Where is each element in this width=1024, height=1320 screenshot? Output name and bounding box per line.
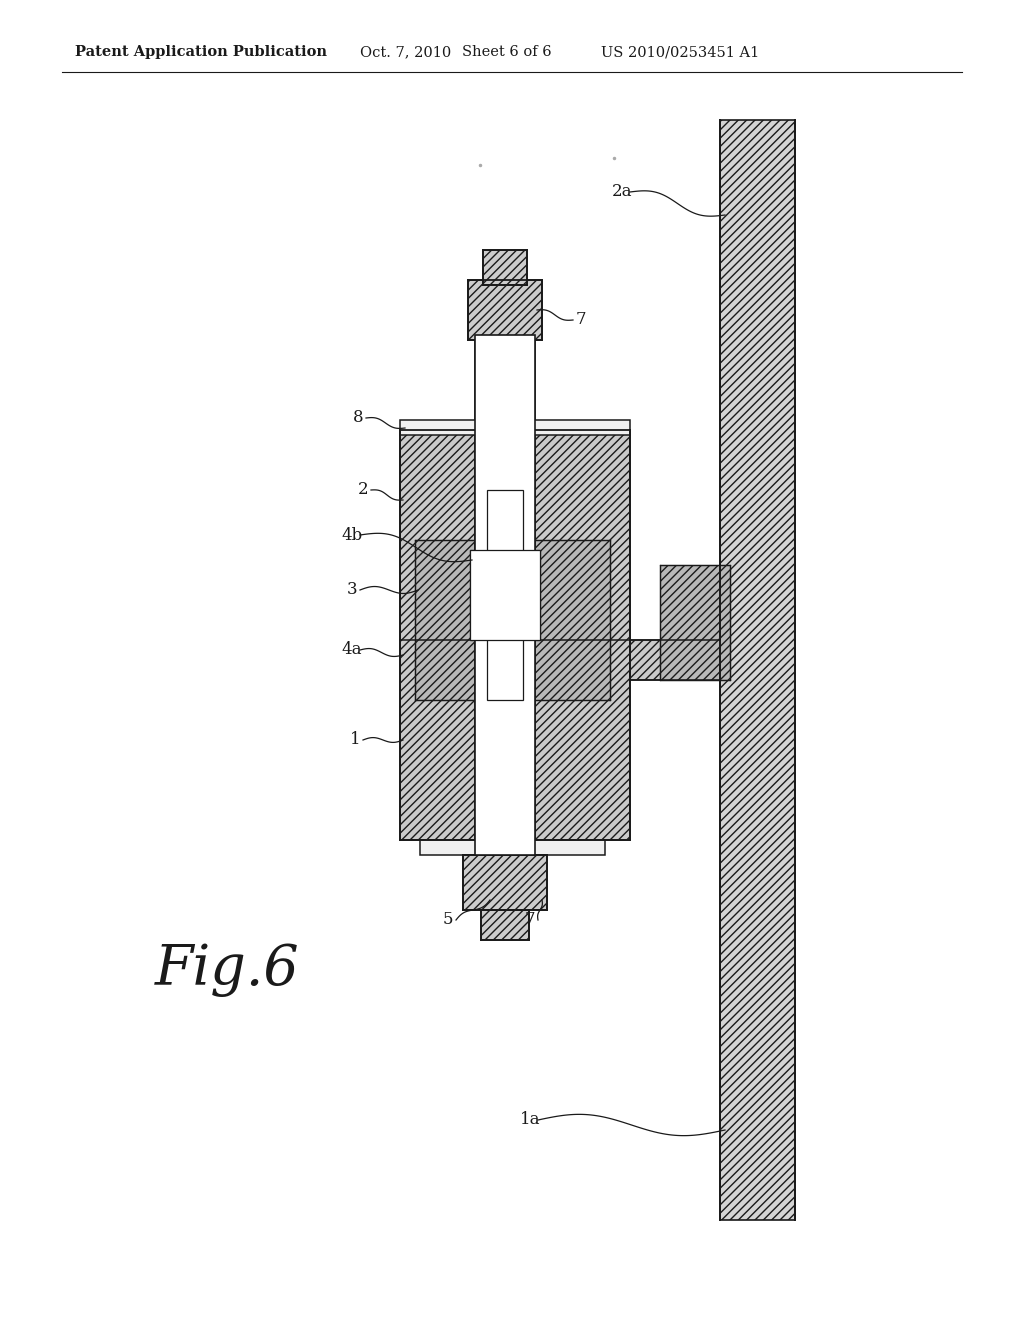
- Text: 5: 5: [442, 912, 454, 928]
- Bar: [470, 550, 540, 640]
- Bar: [483, 249, 527, 285]
- Bar: [468, 280, 542, 341]
- Text: 2: 2: [357, 482, 369, 499]
- Text: 7: 7: [575, 312, 587, 329]
- Text: 8: 8: [352, 409, 364, 426]
- Bar: [420, 840, 605, 855]
- Bar: [400, 420, 630, 436]
- Bar: [475, 335, 535, 855]
- Text: 7: 7: [524, 912, 536, 928]
- Bar: [475, 335, 535, 855]
- Bar: [400, 430, 630, 840]
- Bar: [720, 120, 795, 1220]
- Text: 4a: 4a: [342, 642, 362, 659]
- Text: 1: 1: [349, 731, 360, 748]
- Text: 2a: 2a: [611, 183, 632, 201]
- Text: 3: 3: [347, 582, 357, 598]
- Bar: [487, 490, 523, 700]
- Text: 1a: 1a: [520, 1111, 541, 1129]
- Bar: [470, 550, 540, 640]
- Bar: [415, 540, 610, 700]
- Text: US 2010/0253451 A1: US 2010/0253451 A1: [601, 45, 759, 59]
- Text: Sheet 6 of 6: Sheet 6 of 6: [462, 45, 552, 59]
- Bar: [487, 490, 523, 700]
- Bar: [463, 855, 547, 909]
- Text: Oct. 7, 2010: Oct. 7, 2010: [360, 45, 452, 59]
- Bar: [660, 565, 730, 680]
- Text: 4b: 4b: [341, 527, 362, 544]
- Text: Fig.6: Fig.6: [155, 942, 300, 998]
- Bar: [630, 640, 720, 680]
- Text: Patent Application Publication: Patent Application Publication: [75, 45, 327, 59]
- Bar: [481, 909, 529, 940]
